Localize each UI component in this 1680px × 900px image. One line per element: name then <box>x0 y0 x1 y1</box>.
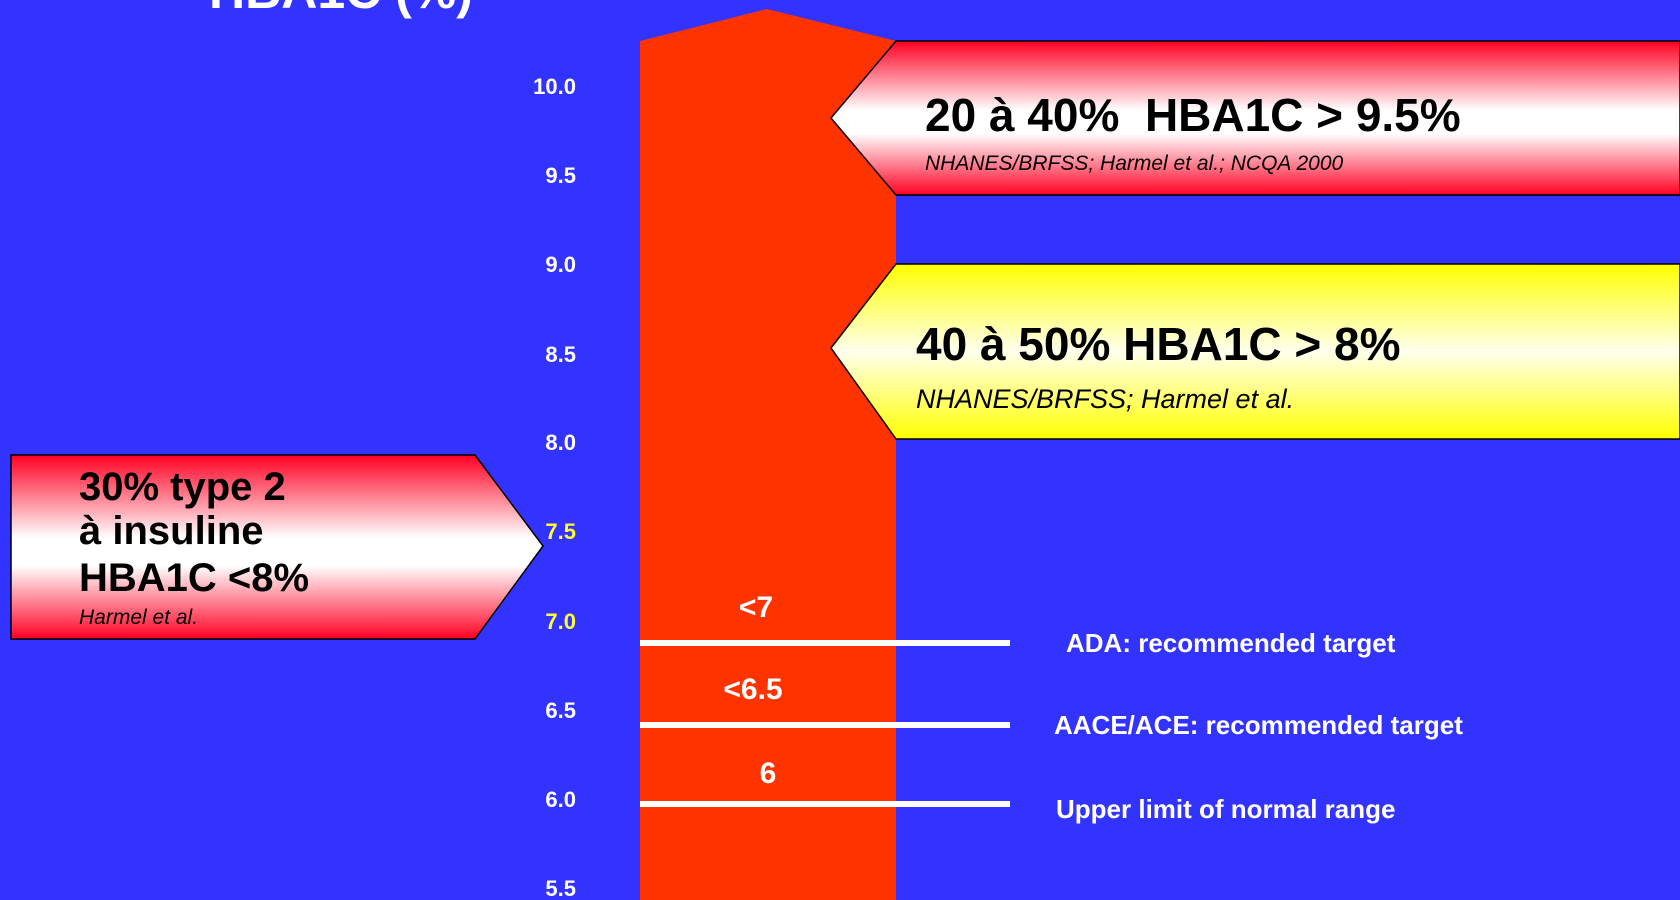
scale-label: 6.0 <box>545 787 576 812</box>
scale-label: 9.5 <box>545 163 576 188</box>
left-callout-line: 30% type 2 <box>79 465 286 509</box>
target-label: ADA: recommended target <box>1066 628 1396 658</box>
callout-arrow <box>830 263 1680 440</box>
scale-label: 8.5 <box>545 342 576 367</box>
scale-labels: 10.0 9.5 9.0 8.5 8.0 7.5 7.0 6.5 6.0 5.5 <box>533 74 576 900</box>
left-callout-source: Harmel et al. <box>79 606 198 629</box>
scale-label: 7.5 <box>545 519 576 544</box>
scale-label: 7.0 <box>545 609 576 634</box>
target-label: AACE/ACE: recommended target <box>1054 710 1463 740</box>
left-callout-arrow <box>10 454 544 640</box>
target-line <box>640 640 1010 646</box>
scale-label: 9.0 <box>545 252 576 277</box>
callout-arrow <box>830 40 1680 196</box>
target-value: 6 <box>760 757 777 790</box>
target-line <box>640 722 1010 728</box>
title: HBA1C (%) <box>209 0 473 19</box>
callout-heading: 20 à 40% HBA1C > 9.5% <box>925 89 1461 141</box>
target-line <box>640 801 1010 807</box>
target-value: <7 <box>739 591 773 624</box>
targets: <7 <6.5 6 ADA: recommended target AACE/A… <box>640 591 1463 824</box>
scale-label: 6.5 <box>545 698 576 723</box>
callout-source: NHANES/BRFSS; Harmel et al. <box>916 384 1294 414</box>
callout-source: NHANES/BRFSS; Harmel et al.; NCQA 2000 <box>925 152 1344 175</box>
scale-label: 5.5 <box>545 876 576 900</box>
target-value: <6.5 <box>723 673 782 706</box>
scale-arrow <box>640 9 896 900</box>
left-callout-line: HBA1C <8% <box>79 556 309 600</box>
target-label: Upper limit of normal range <box>1056 794 1396 824</box>
left-callout-line: à insuline <box>79 509 264 553</box>
callout-heading: 40 à 50% HBA1C > 8% <box>916 318 1401 370</box>
scale-label: 10.0 <box>533 74 576 99</box>
scale-label: 8.0 <box>545 430 576 455</box>
